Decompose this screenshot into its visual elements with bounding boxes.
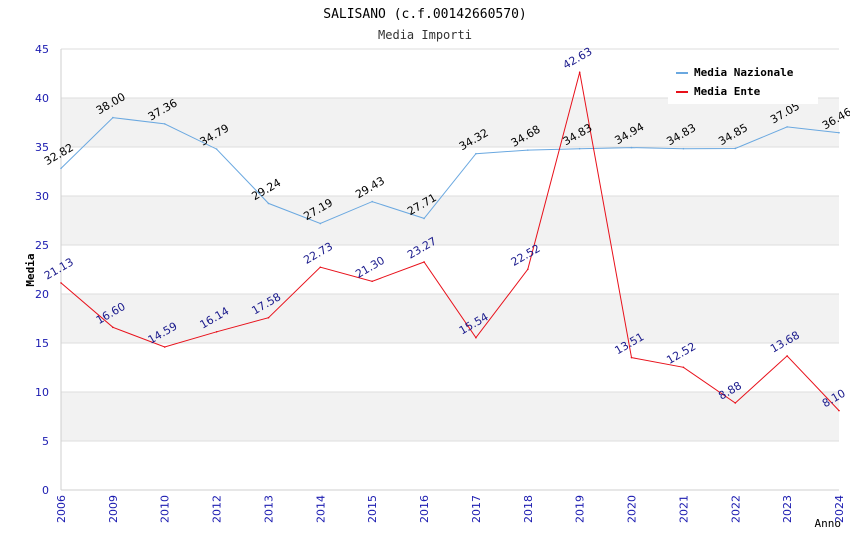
x-tick-label: 2021 xyxy=(677,495,690,523)
data-point xyxy=(786,126,788,128)
grid-bands xyxy=(61,98,839,441)
data-point xyxy=(215,331,218,333)
x-tick-label: 2015 xyxy=(366,495,379,523)
y-tick-label: 20 xyxy=(35,288,49,301)
data-point xyxy=(475,336,477,339)
x-tick-label: 2014 xyxy=(314,495,327,523)
data-label: 21.30 xyxy=(353,254,387,281)
series-line-media-nazionale xyxy=(60,117,840,225)
data-point xyxy=(267,202,270,205)
data-point xyxy=(475,152,477,155)
legend-box xyxy=(668,58,818,104)
data-point xyxy=(838,409,840,412)
data-point xyxy=(682,366,685,369)
grid-band xyxy=(61,392,839,441)
chart-title: SALISANO (c.f.00142660570) xyxy=(323,7,527,22)
data-point xyxy=(578,147,581,150)
series-line-media-ente xyxy=(60,72,840,411)
x-tick-label: 2022 xyxy=(729,495,742,523)
x-tick-label: 2020 xyxy=(626,495,639,523)
data-point xyxy=(112,116,114,119)
y-tick-label: 15 xyxy=(35,337,49,350)
y-tick-label: 35 xyxy=(35,141,49,154)
data-point xyxy=(319,222,322,225)
x-tick-label: 2006 xyxy=(55,495,68,523)
y-tick-label: 0 xyxy=(42,484,49,497)
x-tick-label: 2019 xyxy=(574,495,587,523)
x-tick-label: 2018 xyxy=(522,495,535,523)
y-tick-label: 40 xyxy=(35,92,49,105)
data-point xyxy=(112,326,114,329)
y-tick-label: 45 xyxy=(35,43,49,56)
data-point xyxy=(423,261,425,263)
y-tick-label: 5 xyxy=(42,435,49,448)
data-point xyxy=(371,280,374,283)
grid-band xyxy=(61,98,839,147)
data-point xyxy=(215,148,218,150)
x-tick-label: 2009 xyxy=(107,495,120,523)
data-point xyxy=(838,131,840,134)
y-axis-label: Media xyxy=(24,253,37,286)
x-tick-label: 2024 xyxy=(833,495,846,523)
data-label: 12.52 xyxy=(664,340,698,367)
axes xyxy=(60,49,839,491)
data-point xyxy=(527,149,529,151)
data-point xyxy=(630,146,633,149)
data-point xyxy=(371,200,374,203)
data-point xyxy=(630,356,633,359)
data-point xyxy=(578,71,581,74)
chart-subtitle: Media Importi xyxy=(378,28,472,42)
data-point xyxy=(319,266,322,269)
grid-band xyxy=(61,196,839,245)
y-tick-labels: 0 5 10 15 20 25 30 35 40 45 xyxy=(35,43,49,497)
data-point xyxy=(267,316,270,319)
y-tick-label: 10 xyxy=(35,386,49,399)
data-label: 21.13 xyxy=(42,256,76,283)
data-point xyxy=(60,167,62,170)
data-point xyxy=(734,147,737,150)
data-label: 22.52 xyxy=(509,242,543,269)
data-point xyxy=(527,268,529,271)
x-tick-label: 2013 xyxy=(262,495,275,523)
data-point xyxy=(786,355,788,357)
legend-label: Media Nazionale xyxy=(694,66,794,79)
y-tick-label: 25 xyxy=(35,239,49,252)
x-tick-label: 2010 xyxy=(159,495,172,523)
y-tick-label: 30 xyxy=(35,190,49,203)
data-point xyxy=(734,402,737,404)
grid-band xyxy=(61,294,839,343)
series-layer xyxy=(60,71,840,412)
legend-label: Media Ente xyxy=(694,85,761,98)
legend: Media Nazionale Media Ente xyxy=(668,58,818,104)
data-point xyxy=(163,346,166,348)
x-tick-labels: 2006 2009 2010 2012 2013 2014 2015 2016 2017 2018… xyxy=(55,495,846,523)
x-tick-label: 2016 xyxy=(418,495,431,523)
data-point xyxy=(60,282,62,284)
data-point xyxy=(682,147,685,150)
x-tick-label: 2012 xyxy=(211,495,224,523)
x-axis-label: Anno xyxy=(815,517,842,530)
x-tick-label: 2023 xyxy=(781,495,794,523)
x-tick-label: 2017 xyxy=(470,495,483,523)
data-point xyxy=(423,217,425,220)
data-point xyxy=(163,123,166,125)
